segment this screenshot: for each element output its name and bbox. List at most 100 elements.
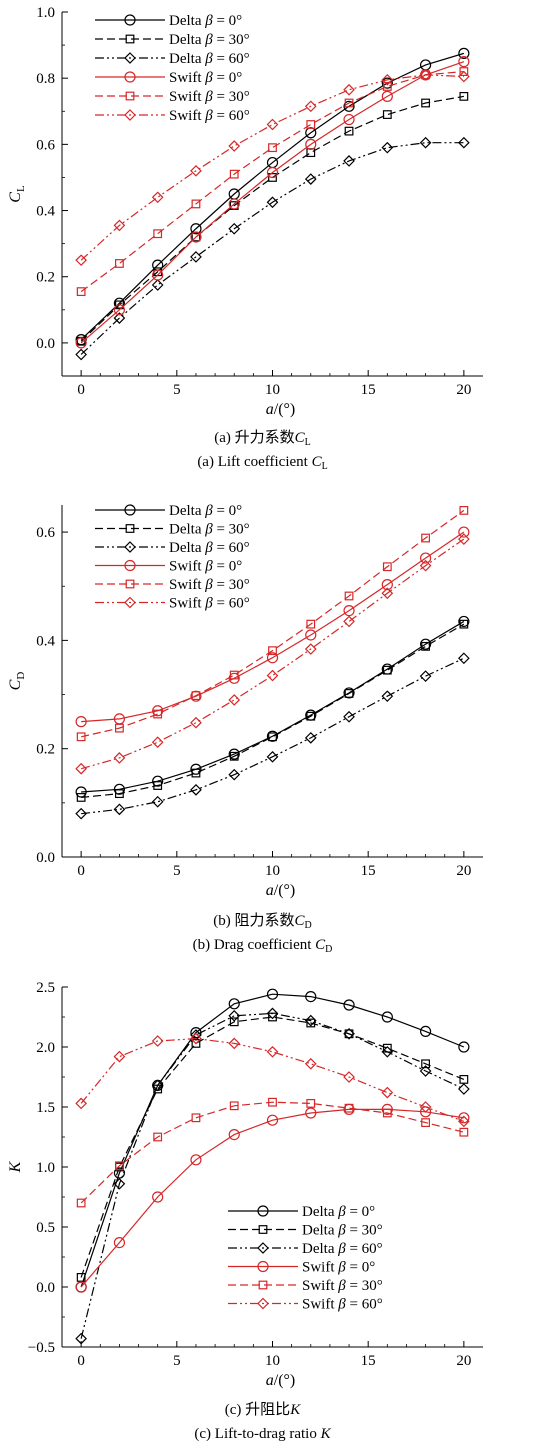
chart-b-data-point [152, 705, 164, 717]
chart-c-legend-label-value: = 0° [346, 1204, 375, 1220]
chart-a-legend-label: Swift β = 0° [169, 70, 242, 86]
chart-c-data-point [305, 991, 317, 1003]
chart-b-data-point [419, 638, 432, 650]
chart-a-data-point [228, 222, 241, 235]
chart-b-series-4 [76, 506, 469, 742]
chart-a-legend-label-beta: β [204, 32, 213, 48]
chart-b-data-point [344, 689, 354, 698]
chart-b-legend: Delta β = 0°Delta β = 30°Delta β = 60°Sw… [95, 503, 250, 612]
chart-b-data-point [190, 784, 202, 796]
chart-a-data-point [229, 169, 239, 179]
chart-a-data-point [152, 269, 164, 281]
chart-a-data-point [190, 231, 202, 243]
chart-a-legend-label-beta: β [204, 70, 213, 86]
chart-a-data-point [344, 98, 354, 108]
chart-a-data-point [381, 73, 394, 86]
chart-a-data-point [382, 110, 392, 119]
chart-c-data-point [228, 1037, 241, 1050]
chart-a-legend-label-value: = 30° [213, 89, 250, 105]
chart-c-data-point [75, 1281, 87, 1293]
chart-a-series-line [80, 142, 464, 355]
chart-c-x-axis-label: a/(°) [266, 1372, 296, 1389]
chart-c-data-point [419, 1025, 432, 1038]
chart-b-caption-cn: (b) 阻力系数CD [213, 912, 312, 931]
chart-c-series-4 [76, 1097, 469, 1208]
chart-a-data-point [343, 155, 355, 167]
chart-c-data-point [305, 1107, 317, 1119]
chart-b-series-line [81, 620, 465, 793]
chart-a-data-point [306, 148, 316, 158]
chart-a-legend-label-name: Delta [169, 32, 205, 48]
chart-c-data-point [191, 1113, 201, 1123]
chart-c-data-point [458, 1041, 470, 1053]
chart-c-legend-label-value: = 60° [346, 1241, 383, 1257]
chart-b-data-point [381, 579, 393, 591]
chart-c-legend-marker [258, 1225, 268, 1234]
chart-b-legend-label-beta: β [204, 577, 213, 593]
chart-a-data-point [458, 56, 470, 68]
chart-a-legend-label-value: = 60° [213, 51, 250, 67]
chart-b-data-point [419, 670, 432, 682]
chart-a-data-point [381, 90, 393, 102]
chart-c-legend-label-name: Delta [302, 1204, 338, 1220]
chart-c-data-point [266, 1114, 279, 1126]
chart-a-x-axis-label: a/(°) [266, 401, 296, 418]
chart-a-caption-en-var: C [312, 454, 323, 470]
chart-b-data-point [266, 750, 279, 763]
chart-b-y-axis-label-sub: D [15, 672, 27, 680]
chart-c-series-line [80, 1101, 465, 1204]
chart-c-data-point [190, 1032, 202, 1045]
chart-a-data-point [191, 199, 201, 209]
chart-c-data-point [228, 1009, 241, 1022]
chart-b-data-point [382, 562, 392, 572]
chart-c-legend-label-name: Swift [302, 1260, 338, 1276]
chart-b-data-point [266, 652, 279, 664]
chart-c-y-tick-label: 2.5 [36, 980, 55, 996]
chart-b-legend-label-value: = 0° [213, 503, 242, 519]
chart-b-x-tick-label: 10 [265, 863, 280, 879]
chart-b-data-point [266, 730, 279, 742]
chart-b-data-point [190, 690, 202, 702]
chart-c-data-point [228, 998, 240, 1010]
chart-b-data-point [228, 748, 240, 760]
chart-c-y-axis-label: K [7, 1160, 24, 1173]
chart-b-legend-label-beta: β [204, 540, 213, 556]
chart-b-data-point [343, 710, 355, 723]
chart-c-legend-marker [257, 1260, 269, 1273]
chart-a-data-point [266, 118, 279, 131]
chart-b-data-point [381, 587, 394, 600]
chart-a-data-point [459, 91, 469, 101]
chart-c-legend-label-value: = 0° [346, 1260, 375, 1276]
chart-b-data-point [190, 716, 202, 729]
chart-b-data-point [76, 732, 86, 742]
chart-a-data-point [459, 67, 469, 76]
chart-c-data-point [344, 1029, 354, 1039]
chart-b-data-point [268, 732, 277, 742]
chart-c-series-line [80, 1037, 465, 1122]
chart-b-y-axis-label-var: C [7, 679, 24, 690]
chart-b-legend-label: Delta β = 0° [169, 503, 242, 519]
chart-b-legend-label-value: = 60° [213, 540, 250, 556]
chart-c-y-tick-label: 2.0 [36, 1040, 55, 1056]
chart-b-data-point [306, 619, 316, 629]
chart-a-caption-en: (a) Lift coefficient CL [197, 454, 327, 472]
chart-b-y-axis-label: CD [7, 672, 27, 691]
chart-c-x-tick-label: 0 [77, 1353, 85, 1369]
chart-b-data-point [458, 526, 470, 538]
chart-c-legend-marker [257, 1297, 269, 1310]
chart-a-series-line [80, 61, 465, 344]
chart-c-legend-label-beta: β [337, 1278, 346, 1294]
chart-b-legend-label-name: Swift [169, 596, 205, 612]
chart-c-data-point [228, 1129, 240, 1141]
chart-a-legend-marker [124, 14, 136, 26]
chart-a-data-point [458, 47, 470, 59]
chart-c-data-point [419, 1101, 432, 1113]
chart-c-data-point [190, 1154, 202, 1166]
chart-a-legend: Delta β = 0°Delta β = 30°Delta β = 60°Sw… [95, 13, 250, 124]
chart-c-y-tick-label: −0.5 [28, 1340, 55, 1356]
chart-b-series-line [80, 538, 465, 770]
chart-c-data-point [75, 1097, 87, 1110]
chart-a-data-point [421, 98, 430, 108]
